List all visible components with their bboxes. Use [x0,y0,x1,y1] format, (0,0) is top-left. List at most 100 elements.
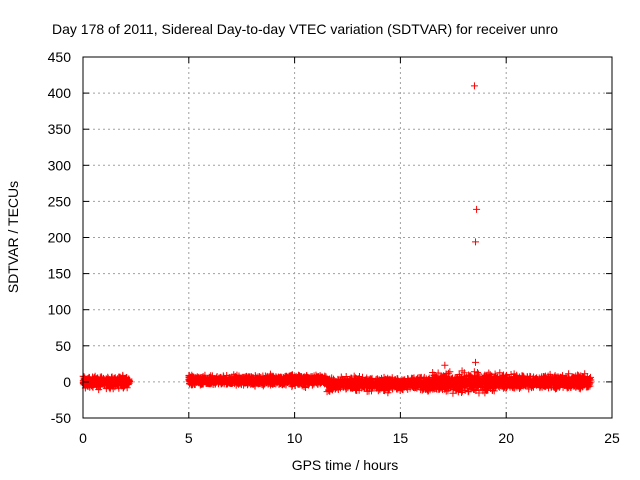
data-point [519,381,527,389]
x-axis-ticks: 0 5 10 15 20 25 [79,57,620,446]
data-point [429,369,437,377]
data-point [330,380,338,388]
data-point [107,373,115,381]
data-point [468,383,476,391]
data-point [552,384,560,392]
data-point [439,380,447,388]
data-point [228,373,236,381]
data-point [582,380,590,388]
data-point [354,376,362,384]
data-point [477,377,485,385]
data-point [472,238,480,246]
data-point [441,361,449,369]
data-points [79,82,595,397]
data-point [572,378,580,386]
x-tick-label: 20 [498,430,514,446]
data-point [524,376,532,384]
data-point [295,379,303,387]
data-point [587,373,595,381]
y-tick-label: 450 [48,49,72,65]
data-point [104,374,112,382]
data-point [475,370,483,378]
data-point [459,378,467,386]
data-point [119,371,127,379]
data-point [431,385,439,393]
data-point [326,381,334,389]
data-point [580,380,588,388]
data-point [500,377,508,385]
data-point [468,376,476,384]
data-point [470,368,478,376]
data-point [388,374,396,382]
data-point [484,386,492,394]
data-point [398,376,406,384]
data-point [470,82,478,90]
data-point [432,373,440,381]
data-point [379,379,387,387]
data-point [457,385,465,393]
data-point [266,375,274,383]
y-axis-ticks: -50 0 50 100 150 200 250 300 350 400 450 [48,49,612,426]
data-point [83,382,91,390]
data-point [382,380,390,388]
data-point [507,375,515,383]
data-point [558,378,566,386]
y-tick-label: 50 [55,338,71,354]
data-point [209,381,217,389]
data-point [391,379,399,387]
data-point [385,384,393,392]
data-point [106,385,114,393]
data-point [360,378,368,386]
data-point [577,375,585,383]
data-point [449,377,457,385]
data-point [412,383,420,391]
data-point [231,373,239,381]
data-point [472,358,480,366]
data-point [475,389,483,397]
data-point [372,381,380,389]
data-point [255,377,263,384]
chart-title: Day 178 of 2011, Sidereal Day-to-day VTE… [52,21,558,37]
data-point [237,381,245,389]
data-point [474,381,482,389]
data-point [418,379,426,387]
data-point [452,379,460,387]
data-point [234,377,242,385]
data-point [353,383,361,391]
data-point [547,373,555,381]
data-point [493,375,501,383]
data-point [353,377,361,385]
data-point [355,375,363,383]
x-tick-label: 5 [185,430,193,446]
data-point [413,384,421,392]
data-point [399,379,407,387]
data-point [307,377,315,385]
data-point [473,368,481,376]
data-point [421,381,429,389]
data-point [465,387,473,395]
data-point [463,384,471,392]
x-tick-label: 25 [604,430,620,446]
data-point [565,381,573,389]
data-point [495,380,503,388]
data-point [532,381,540,389]
data-point [436,372,444,380]
data-point [513,371,521,379]
data-point [449,389,457,397]
data-point [227,377,235,385]
data-point [288,373,296,381]
data-point [540,378,548,386]
data-point [88,376,96,384]
data-point [473,205,481,213]
data-point [455,371,463,379]
data-point [119,383,127,391]
data-point [468,382,476,390]
data-point [310,380,318,388]
data-point [366,381,374,389]
data-point [368,387,376,395]
data-point [452,386,460,394]
data-point [322,376,330,384]
y-axis-label: SDTVAR / TECUs [5,181,21,293]
data-point [558,379,566,387]
x-tick-label: 10 [287,430,303,446]
